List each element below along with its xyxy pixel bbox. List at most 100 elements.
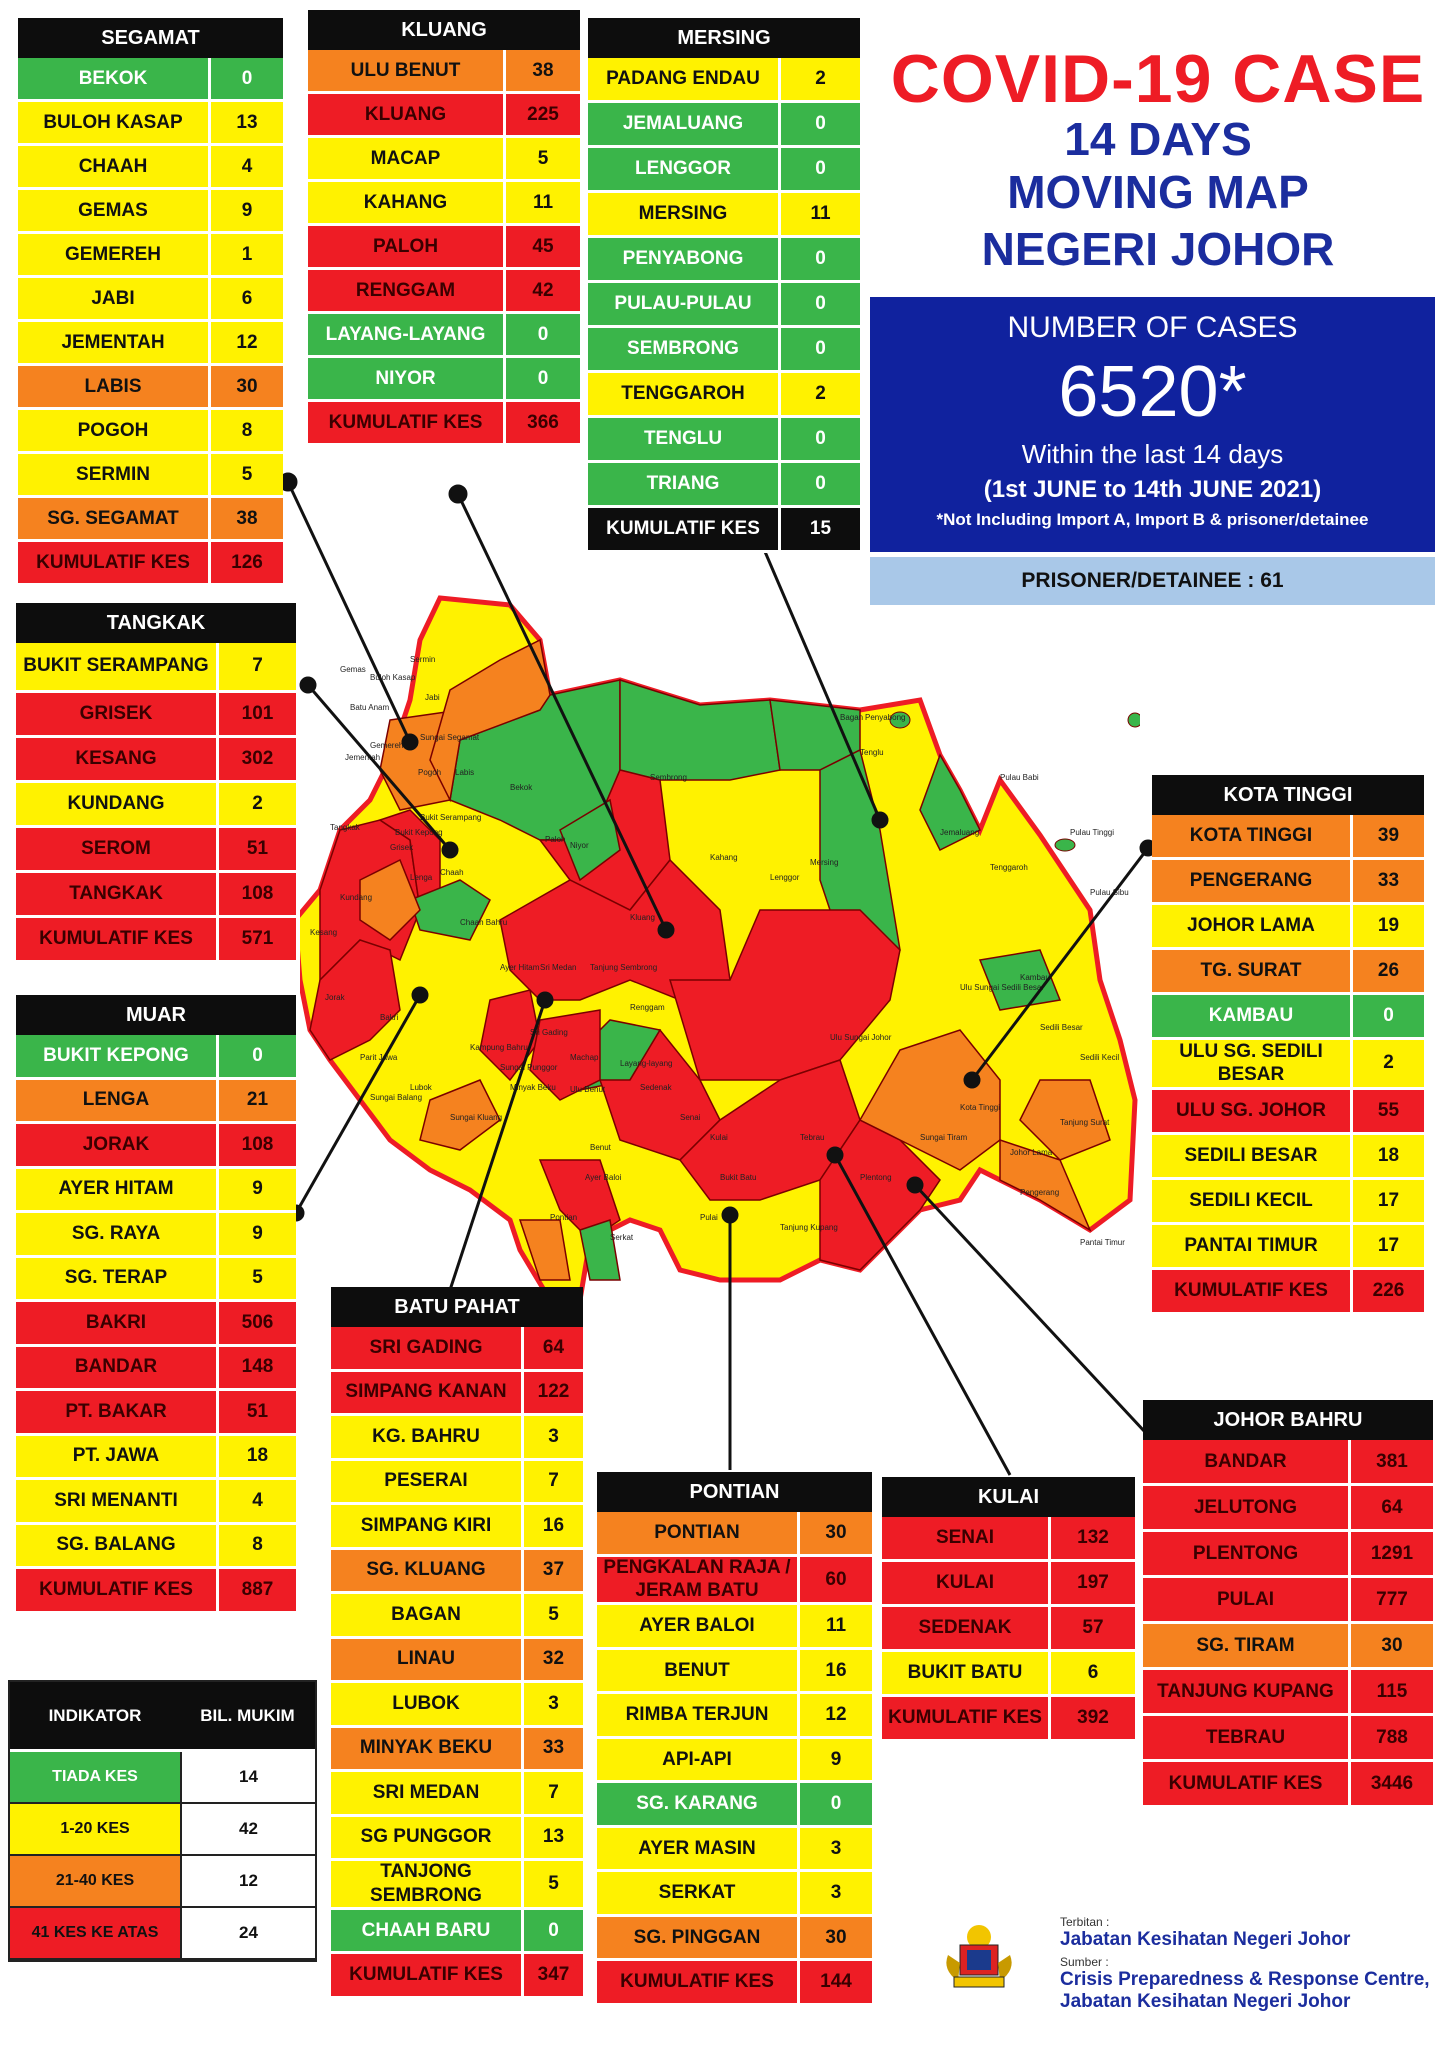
mukim-name: GRISEK <box>79 702 153 724</box>
mukim-case-count: 9 <box>216 1213 296 1255</box>
mukim-name: SERKAT <box>658 1882 736 1904</box>
mukim-case-count: 144 <box>797 1961 872 2003</box>
mukim-case-count: 57 <box>1048 1607 1135 1649</box>
mukim-name: BAKRI <box>85 1311 147 1333</box>
mukim-case-count: 30 <box>208 366 283 407</box>
mukim-name: SEDENAK <box>918 1617 1012 1639</box>
mukim-row: SRI MENANTI 4 <box>16 1480 296 1525</box>
mukim-row: SG. RAYA 9 <box>16 1213 296 1258</box>
map-label: Gemereh <box>370 741 403 750</box>
mukim-case-count: 26 <box>1350 950 1424 992</box>
mukim-row: KAHANG 11 <box>308 182 580 226</box>
mukim-case-count: 0 <box>521 1909 583 1952</box>
map-label: Bakri <box>380 1013 398 1022</box>
mukim-name: AYER MASIN <box>638 1837 756 1859</box>
mukim-row: KOTA TINGGI 39 <box>1152 815 1424 860</box>
mukim-case-count: 3 <box>797 1827 872 1870</box>
district-title: KULAI <box>882 1477 1135 1517</box>
mukim-name: LINAU <box>396 1648 456 1670</box>
map-label: Kota Tinggi <box>960 1103 1000 1112</box>
table-kota-tinggi: KOTA TINGGI KOTA TINGGI 39 PENGERANG 33 JOHOR… <box>1152 775 1424 1315</box>
map-label: Bukit Batu <box>720 1173 756 1182</box>
mukim-row: BENUT 16 <box>597 1649 872 1695</box>
mukim-row: JEMALUANG 0 <box>588 103 860 148</box>
mukim-row: PESERAI 7 <box>331 1460 583 1505</box>
mukim-name: KESANG <box>75 747 157 769</box>
footer-sumber-label: Sumber : <box>1060 1955 1109 1969</box>
cumulative-row: KUMULATIF KES 347 <box>331 1954 583 1999</box>
cumulative-row: KUMULATIF KES 126 <box>18 542 283 586</box>
table-batu-pahat: BATU PAHAT SRI GADING 64 SIMPANG KANAN 122 KG… <box>331 1287 583 1999</box>
mukim-case-count: 3 <box>521 1416 583 1458</box>
mukim-name: KUMULATIF KES <box>39 927 193 949</box>
map-label: Jementah <box>345 753 380 762</box>
map-label: Penyabong <box>865 713 905 722</box>
mukim-row: NIYOR 0 <box>308 358 580 402</box>
mukim-case-count: 16 <box>797 1649 872 1692</box>
mukim-name: SERMIN <box>76 463 150 485</box>
mukim-name: AYER HITAM <box>58 1178 174 1200</box>
mukim-case-count: 15 <box>778 508 860 550</box>
mukim-name: PT. BAKAR <box>65 1400 167 1422</box>
mukim-name: TG. SURAT <box>1200 960 1302 982</box>
mukim-name: PLENTONG <box>1192 1542 1299 1564</box>
mukim-name: SRI MEDAN <box>372 1781 480 1803</box>
mukim-row: KLUANG 225 <box>308 94 580 138</box>
mukim-case-count: 0 <box>1350 995 1424 1037</box>
mukim-case-count: 13 <box>521 1816 583 1858</box>
table-mersing: MERSING PADANG ENDAU 2 JEMALUANG 0 LENGGOR 0 ME… <box>588 18 860 553</box>
map-label: Ulu Sungai Sedili Besar <box>960 983 1044 992</box>
mukim-row: SRI MEDAN 7 <box>331 1772 583 1817</box>
mukim-name: SIMPANG KANAN <box>345 1381 507 1403</box>
mukim-name: SEDILI BESAR <box>1184 1144 1318 1166</box>
mukim-name: KAHANG <box>363 191 448 213</box>
mukim-name: TENGGAROH <box>621 383 745 405</box>
mukim-row: JABI 6 <box>18 278 283 322</box>
mukim-row: API-API 9 <box>597 1738 872 1784</box>
legend-header-indicator: INDIKATOR <box>48 1705 142 1725</box>
mukim-row: AYER BALOI 11 <box>597 1605 872 1650</box>
mukim-case-count: 3 <box>521 1683 583 1725</box>
mukim-name: SEROM <box>81 837 151 859</box>
mukim-name: LUBOK <box>392 1692 460 1714</box>
district-title: BATU PAHAT <box>331 1287 583 1327</box>
mukim-row: BAKRI 506 <box>16 1302 296 1347</box>
map-label: Benut <box>590 1143 612 1152</box>
mukim-case-count: 6 <box>208 278 283 319</box>
mukim-name: JEMENTAH <box>61 331 165 353</box>
island-pulau-tinggi <box>889 711 911 729</box>
mukim-case-count: 0 <box>216 1035 296 1077</box>
mukim-name: KUMULATIF KES <box>606 518 760 540</box>
mukim-case-count: 4 <box>208 146 283 187</box>
map-label: Renggam <box>630 1003 665 1012</box>
mukim-row: LABIS 30 <box>18 366 283 410</box>
legend-rows: TIADA KES 14 1-20 KES 42 21-40 KES 12 41 KES K… <box>10 1752 315 1960</box>
mukim-name: JOHOR LAMA <box>1187 915 1315 937</box>
cumulative-row: KUMULATIF KES 571 <box>16 917 296 963</box>
mukim-row: MACAP 5 <box>308 138 580 182</box>
mukim-case-count: 132 <box>1048 1517 1135 1559</box>
legend-count: 42 <box>180 1804 315 1854</box>
mukim-row: BAGAN 5 <box>331 1594 583 1639</box>
mukim-name: SG. PINGGAN <box>633 1926 761 1948</box>
mukim-name: KUMULATIF KES <box>1168 1772 1323 1794</box>
mukim-case-count: 6 <box>1048 1652 1135 1694</box>
map-label: Sungai Balang <box>370 1093 422 1102</box>
map-label: Pulau Tinggi <box>1070 828 1114 837</box>
mukim-case-count: 0 <box>208 58 283 99</box>
mukim-row: LUBOK 3 <box>331 1683 583 1728</box>
mukim-name: SG. TERAP <box>64 1267 168 1289</box>
map-label: Sermin <box>410 655 435 664</box>
legend-indicator: TIADA KES <box>10 1752 180 1802</box>
mukim-case-count: 64 <box>1348 1486 1433 1529</box>
mukim-case-count: 21 <box>216 1079 296 1121</box>
map-label: Kampung Bahru <box>470 1043 528 1052</box>
map-label: Chaah Bahru <box>460 918 507 927</box>
mukim-case-count: 381 <box>1348 1440 1433 1483</box>
map-label: Sungai Kluang <box>450 1113 502 1122</box>
mukim-case-count: 12 <box>208 322 283 363</box>
legend-indicator: 1-20 KES <box>10 1804 180 1854</box>
map-label: Chaah <box>440 868 464 877</box>
mukim-name: KG. BAHRU <box>372 1425 480 1447</box>
map-label: Pengerang <box>1020 1188 1059 1197</box>
